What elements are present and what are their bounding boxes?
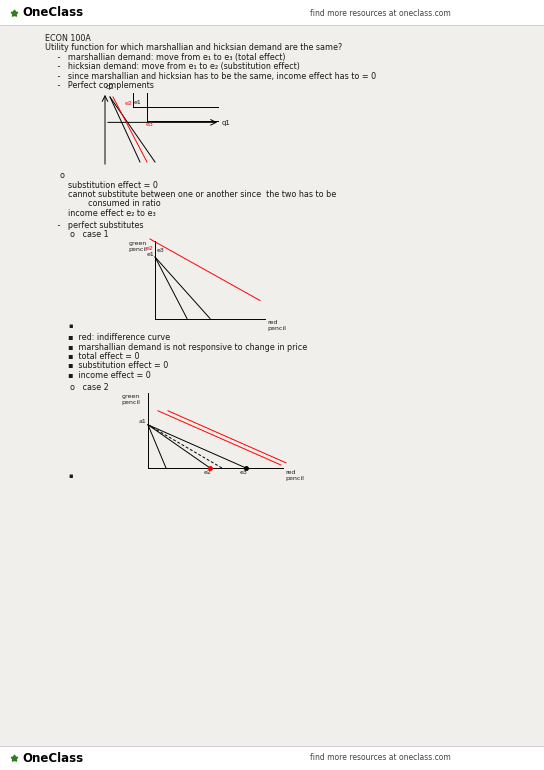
Text: -   since marshallian and hicksian has to be the same, income effect has to = 0: - since marshallian and hicksian has to … (45, 72, 376, 81)
Text: o   case 1: o case 1 (45, 230, 109, 239)
Text: ECON 100A: ECON 100A (45, 34, 91, 43)
Text: q2: q2 (106, 84, 115, 90)
Text: -   marshallian demand: move from e₁ to e₃ (total effect): - marshallian demand: move from e₁ to e₃… (45, 53, 286, 62)
Text: income effect e₂ to e₃: income effect e₂ to e₃ (68, 209, 156, 218)
Text: red
pencil: red pencil (267, 320, 286, 331)
Text: ▪  total effect = 0: ▪ total effect = 0 (68, 352, 139, 361)
Text: green
pencil: green pencil (128, 242, 147, 253)
Text: consumed in ratio: consumed in ratio (68, 199, 160, 209)
Text: -   perfect substitutes: - perfect substitutes (45, 220, 144, 229)
Text: ▪  red: indifference curve: ▪ red: indifference curve (68, 333, 170, 342)
Bar (0, 0, 544, 25)
Text: -   hicksian demand: move from e₁ to e₂ (substitution effect): - hicksian demand: move from e₁ to e₂ (s… (45, 62, 300, 72)
Text: ▪: ▪ (68, 473, 72, 479)
Text: e3: e3 (240, 470, 248, 475)
Text: ▪  substitution effect = 0: ▪ substitution effect = 0 (68, 361, 168, 370)
Text: q1: q1 (222, 120, 231, 126)
Text: OneClass: OneClass (22, 6, 83, 19)
Text: cannot substitute between one or another since  the two has to be: cannot substitute between one or another… (68, 190, 336, 199)
Text: ▪: ▪ (68, 323, 72, 330)
Text: red
pencil: red pencil (285, 470, 304, 480)
Text: e2: e2 (146, 246, 154, 251)
Text: -   Perfect complements: - Perfect complements (45, 82, 154, 91)
Text: e3: e3 (157, 248, 165, 253)
Text: e2: e2 (204, 470, 212, 475)
Text: o   case 2: o case 2 (45, 383, 109, 391)
Text: Utility function for which marshallian and hicksian demand are the same?: Utility function for which marshallian a… (45, 43, 342, 52)
Text: e1: e1 (146, 252, 154, 257)
Text: ▪  income effect = 0: ▪ income effect = 0 (68, 371, 151, 380)
Text: find more resources at oneclass.com: find more resources at oneclass.com (310, 8, 451, 18)
Text: o: o (60, 171, 65, 180)
Text: e2: e2 (125, 101, 133, 106)
Text: green
pencil: green pencil (121, 394, 140, 405)
Text: find more resources at oneclass.com: find more resources at oneclass.com (310, 754, 451, 762)
Text: e3: e3 (146, 122, 154, 127)
Text: OneClass: OneClass (22, 752, 83, 765)
Bar (0, 746, 544, 770)
Text: a1: a1 (138, 419, 146, 424)
Text: ▪  marshallian demand is not responsive to change in price: ▪ marshallian demand is not responsive t… (68, 343, 307, 351)
Text: e1: e1 (134, 100, 142, 105)
Text: substitution effect = 0: substitution effect = 0 (68, 180, 158, 189)
